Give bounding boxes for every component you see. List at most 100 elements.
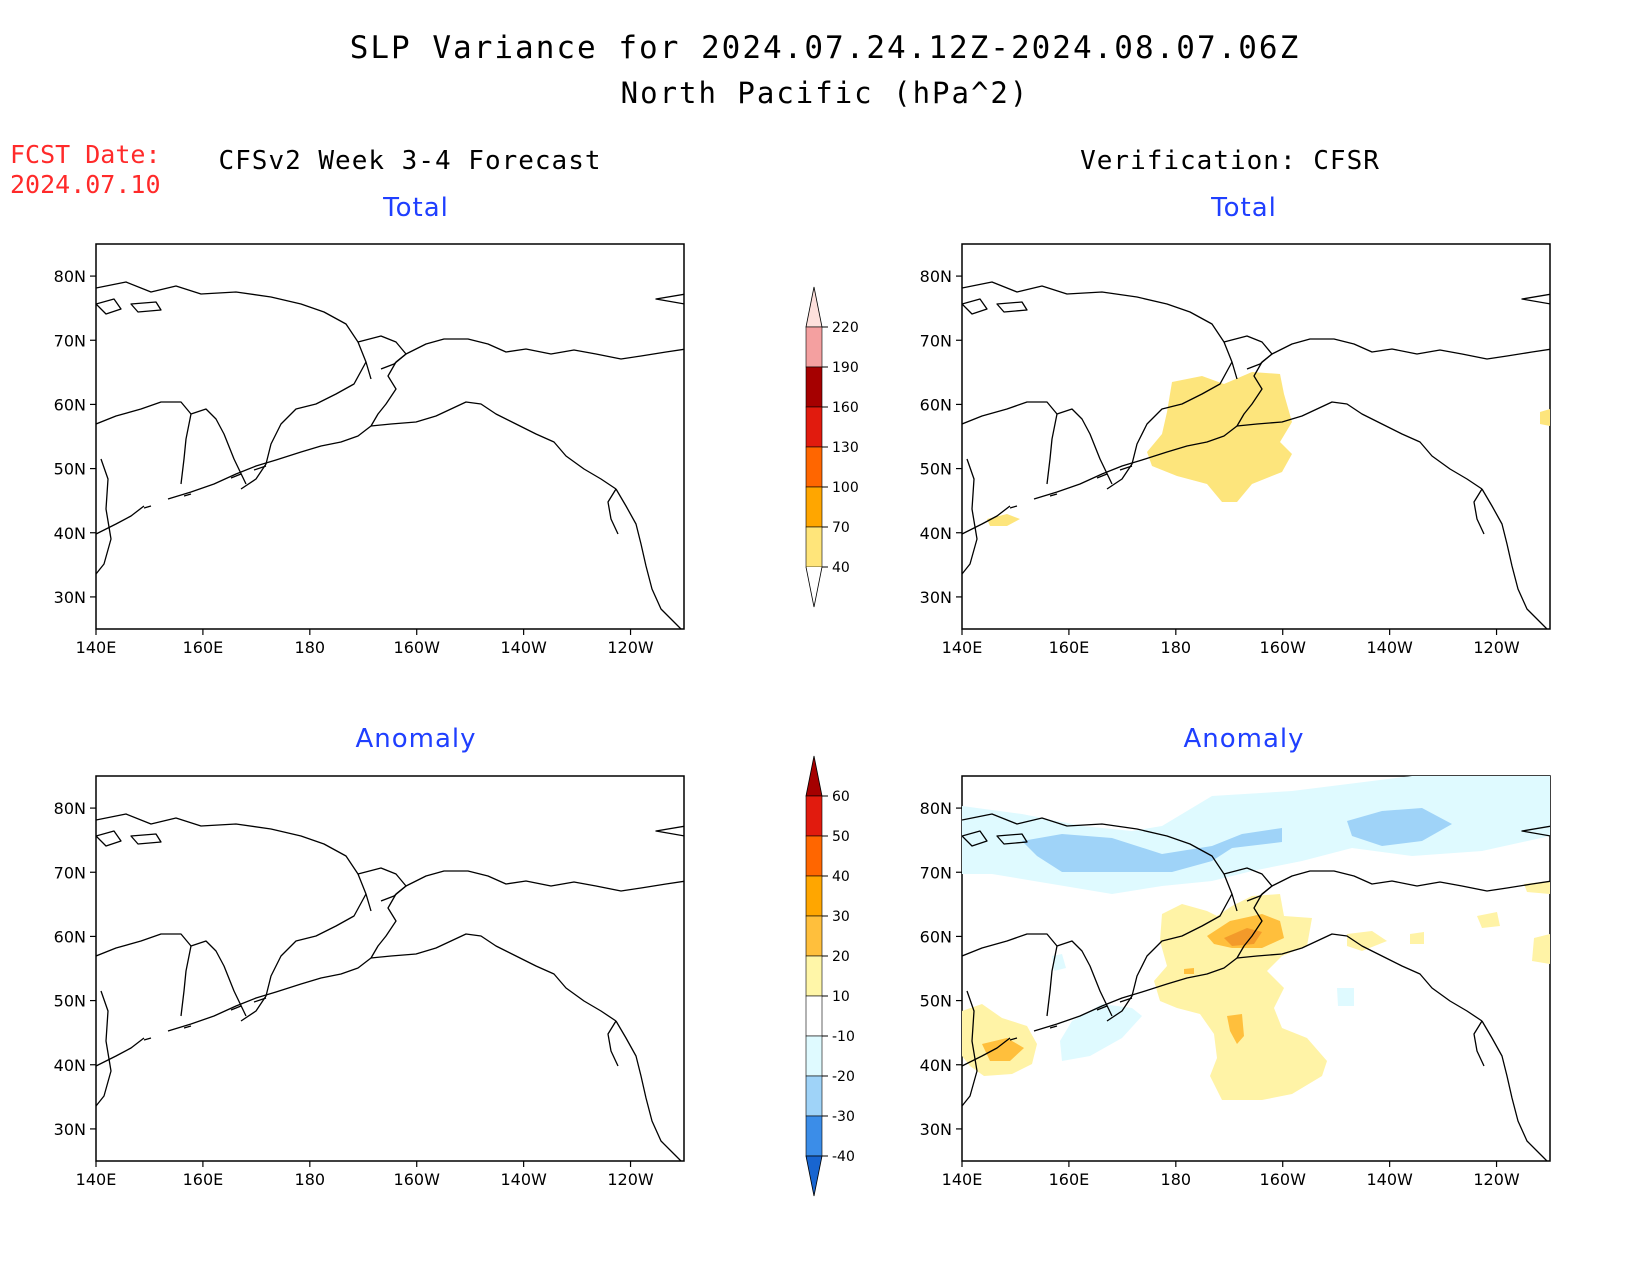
- y-tick-label: 80N: [920, 799, 952, 818]
- left-column-title: CFSv2 Week 3-4 Forecast: [218, 146, 602, 176]
- colorbar-anomaly: 60 50 40 30 20 10 -10 -20 -30 -40: [805, 755, 855, 1197]
- anomaly-negative-region: [1022, 828, 1282, 872]
- x-tick-label: 140E: [942, 638, 983, 657]
- sub-title: North Pacific (hPa^2): [620, 76, 1030, 110]
- colorbar-anomaly-label: 10: [832, 989, 850, 1005]
- anomaly-positive-region: [982, 1038, 1024, 1061]
- x-tick-label: 140E: [76, 638, 117, 657]
- panel-title-top-left: Total: [383, 193, 449, 223]
- map-verification-total: [961, 243, 1551, 630]
- colorbar-total-label: 130: [832, 440, 859, 456]
- colorbar-total-swatch: [805, 446, 823, 488]
- anomaly-positive-region: [1227, 1014, 1244, 1044]
- colorbar-anomaly-swatch: [805, 795, 823, 837]
- anomaly-positive-region: [1347, 931, 1387, 951]
- y-tick-label: 60N: [54, 395, 86, 414]
- anomaly-positive-region: [1477, 912, 1500, 928]
- main-title: SLP Variance for 2024.07.24.12Z-2024.08.…: [349, 30, 1301, 66]
- panel-title-bottom-left: Anomaly: [355, 724, 477, 754]
- y-tick-label: 50N: [920, 992, 952, 1011]
- fcst-date: 2024.07.10: [10, 170, 161, 199]
- colorbar-anomaly-label: 30: [832, 909, 850, 925]
- anomaly-negative-region: [1052, 954, 1066, 971]
- anomaly-negative-region: [1337, 988, 1354, 1006]
- anomaly-negative-region: [1060, 1004, 1142, 1061]
- colorbar-total-swatch: [805, 406, 823, 448]
- x-tick-label: 140W: [1366, 638, 1413, 657]
- colorbar-anomaly-swatch: [805, 835, 823, 877]
- x-tick-label: 120W: [607, 638, 654, 657]
- colorbar-anomaly-extension: [805, 755, 823, 797]
- x-tick-label: 140W: [500, 1170, 547, 1189]
- x-tick-label: 180: [295, 638, 326, 657]
- colorbar-anomaly-label: 60: [832, 789, 850, 805]
- colorbar-anomaly-label: 40: [832, 869, 850, 885]
- y-tick-label: 80N: [920, 267, 952, 286]
- y-tick-label: 80N: [54, 799, 86, 818]
- colorbar-anomaly-swatch: [805, 955, 823, 997]
- y-tick-label: 50N: [54, 460, 86, 479]
- colorbar-anomaly-label: -40: [832, 1149, 855, 1165]
- y-tick-label: 50N: [920, 460, 952, 479]
- anomaly-negative-region: [1347, 808, 1452, 846]
- colorbar-total-label: 160: [832, 400, 859, 416]
- colorbar-total-label: 40: [832, 560, 850, 576]
- colorbar-anomaly-extension: [805, 1155, 823, 1197]
- colorbar-anomaly-swatch: [805, 1075, 823, 1117]
- x-tick-label: 140W: [1366, 1170, 1413, 1189]
- map-forecast-anomaly: [95, 775, 685, 1162]
- x-tick-label: 180: [1161, 1170, 1192, 1189]
- x-tick-label: 160W: [1260, 1170, 1307, 1189]
- colorbar-total-swatch: [805, 486, 823, 528]
- colorbar-total-swatch: [805, 366, 823, 408]
- x-tick-label: 160E: [183, 1170, 224, 1189]
- x-tick-label: 140W: [500, 638, 547, 657]
- x-tick-label: 120W: [1473, 638, 1520, 657]
- anomaly-positive-region: [1154, 894, 1327, 1100]
- y-tick-label: 30N: [54, 1120, 86, 1139]
- anomaly-positive-region: [1532, 934, 1550, 964]
- map-forecast-total: [95, 243, 685, 630]
- y-tick-label: 60N: [920, 927, 952, 946]
- panel-title-bottom-right: Anomaly: [1183, 724, 1305, 754]
- colorbar-anomaly-label: -10: [832, 1029, 855, 1045]
- colorbar-total-extension: [805, 286, 823, 328]
- y-tick-label: 40N: [920, 1056, 952, 1075]
- y-tick-label: 80N: [54, 267, 86, 286]
- y-tick-label: 30N: [920, 588, 952, 607]
- fcst-label: FCST Date:: [10, 140, 161, 169]
- y-tick-label: 30N: [920, 1120, 952, 1139]
- x-tick-label: 160W: [394, 1170, 441, 1189]
- right-column-title: Verification: CFSR: [1080, 146, 1380, 176]
- x-tick-label: 120W: [1473, 1170, 1520, 1189]
- axes-layer: 140E 160E 180 160W 140W 120W 80N 70N 60N 50N 40N 30…: [54, 267, 1520, 1189]
- x-tick-label: 120W: [607, 1170, 654, 1189]
- x-tick-label: 160E: [1049, 638, 1090, 657]
- colorbar-anomaly-label: 20: [832, 949, 850, 965]
- x-tick-label: 160E: [1049, 1170, 1090, 1189]
- y-tick-label: 40N: [54, 1056, 86, 1075]
- y-tick-label: 70N: [920, 331, 952, 350]
- colorbar-total-swatch: [805, 326, 823, 368]
- colorbar-anomaly-swatch: [805, 875, 823, 917]
- colorbar-total-label: 100: [832, 480, 859, 496]
- x-tick-label: 180: [1161, 638, 1192, 657]
- x-tick-label: 160E: [183, 638, 224, 657]
- x-tick-label: 160W: [394, 638, 441, 657]
- y-tick-label: 40N: [920, 524, 952, 543]
- y-tick-label: 70N: [54, 331, 86, 350]
- x-tick-label: 180: [295, 1170, 326, 1189]
- anomaly-positive-region: [1224, 928, 1262, 946]
- colorbar-total-label: 70: [832, 520, 850, 536]
- y-tick-label: 50N: [54, 992, 86, 1011]
- y-tick-label: 70N: [54, 863, 86, 882]
- x-tick-label: 140E: [942, 1170, 983, 1189]
- colorbar-anomaly-label: -30: [832, 1109, 855, 1125]
- x-tick-label: 140E: [76, 1170, 117, 1189]
- colorbar-anomaly-swatch: [805, 915, 823, 957]
- map-verification-anomaly: [961, 775, 1551, 1162]
- colorbar-total-swatch: [805, 526, 823, 568]
- y-tick-label: 60N: [54, 927, 86, 946]
- colorbar-total-label: 190: [832, 360, 859, 376]
